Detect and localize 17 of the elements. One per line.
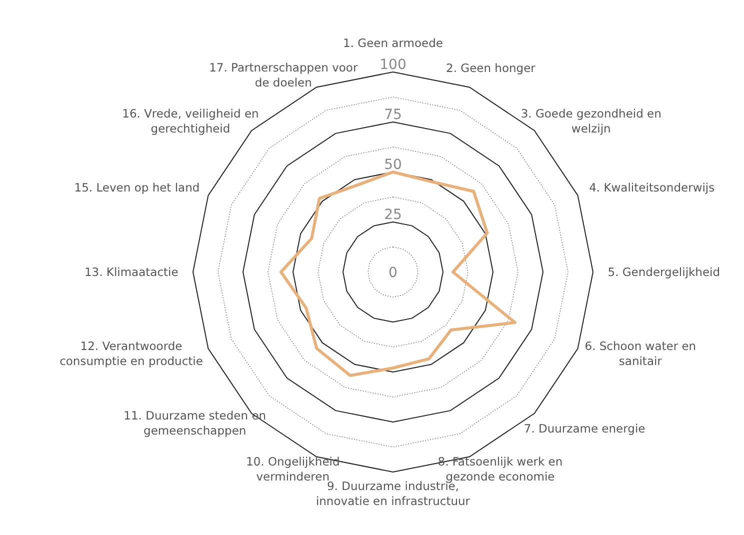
y-tick-label: 0 [388, 265, 398, 281]
spoke-label: 13. Klimaatactie [84, 265, 178, 279]
spoke-label: 17. Partnerschappen voor de doelen [209, 60, 358, 90]
spoke-label: 4. Kwaliteitsonderwijs [589, 180, 715, 194]
spoke-label: 5. Gendergelijkheid [608, 265, 720, 279]
spoke-label: 15. Leven op het land [74, 180, 200, 194]
spoke-label: 2. Geen honger [446, 60, 536, 75]
spoke-label: 16. Vrede, veiligheid en gerechtigheid [122, 106, 259, 136]
y-tick-label: 25 [384, 207, 402, 223]
spoke-label: 1. Geen armoede [343, 36, 443, 50]
spoke-label: 6. Schoon water en sanitair [584, 339, 696, 368]
spoke-label: 3. Goede gezondheid en welzijn [520, 106, 662, 136]
y-tick-label: 100 [380, 57, 406, 73]
y-tick-label: 50 [384, 157, 402, 173]
y-tick-label: 75 [384, 107, 402, 123]
spoke-label: 7. Duurzame energie [524, 421, 646, 436]
spoke-label: 12. Verantwoorde consumptie en productie [60, 339, 203, 368]
